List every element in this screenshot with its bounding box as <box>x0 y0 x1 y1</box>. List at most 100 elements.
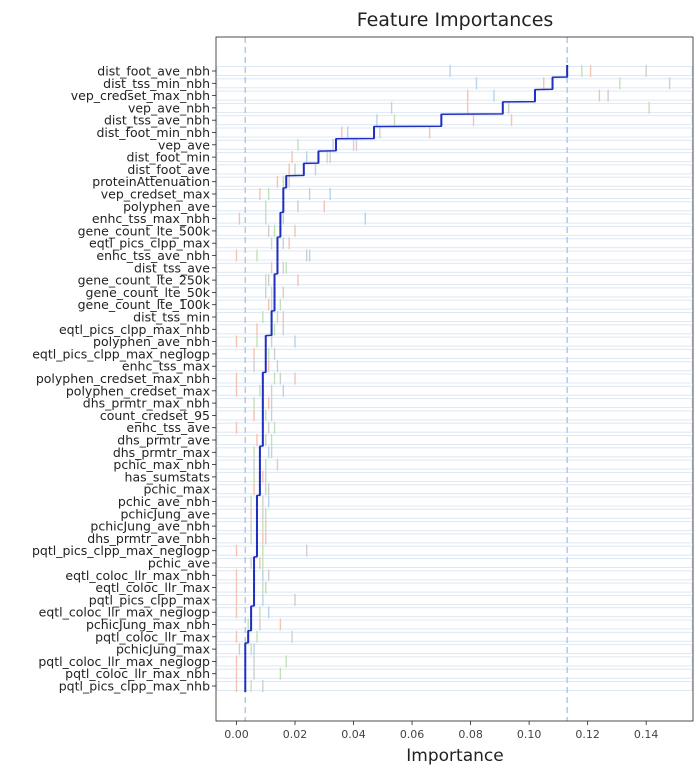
row-band <box>216 385 693 396</box>
y-tick-label: dist_foot_ave_nbh <box>97 64 210 79</box>
y-tick-label: dhs_prmtr_max_nbh <box>83 396 210 411</box>
plot-frame <box>215 36 694 722</box>
row-band <box>216 681 693 691</box>
y-tick-label: dist_tss_min <box>133 310 210 325</box>
row-band <box>216 459 693 470</box>
y-tick-label: dist_foot_min <box>127 150 211 165</box>
chart-title: Feature Importances <box>357 9 554 31</box>
y-tick-label: polyphen_ave_nbh <box>93 334 210 349</box>
y-tick-label: count_credset_95 <box>100 408 210 423</box>
row-band <box>216 398 693 409</box>
row-band <box>216 545 693 556</box>
row-band <box>216 410 693 421</box>
y-tick-label: enhc_tss_max_nbh <box>92 211 210 226</box>
y-tick-label: polyphen_credset_max_nbh <box>36 371 210 386</box>
x-tick-label: 0.10 <box>517 728 542 741</box>
y-tick-label: gene_count_lte_500k <box>78 223 211 238</box>
row-band <box>216 66 693 76</box>
y-tick-label: dhs_prmtr_ave_nbh <box>87 531 210 546</box>
row-band <box>216 447 693 458</box>
y-tick-label: dist_tss_ave_nbh <box>104 113 210 128</box>
row-band <box>216 631 693 642</box>
y-tick-label: dhs_prmtr_ave <box>117 433 210 448</box>
row-band <box>216 496 693 507</box>
row-band <box>216 238 693 249</box>
y-tick-label: eqtl_pics_clpp_max <box>89 236 210 251</box>
row-band <box>216 373 693 384</box>
x-tick-label: 0.14 <box>634 728 659 741</box>
row-band <box>216 484 693 495</box>
y-tick-label: eqtl_coloc_llr_max <box>95 580 210 595</box>
row-band <box>216 521 693 532</box>
row-band <box>216 213 693 224</box>
y-tick-label: enhc_tss_max <box>122 359 210 374</box>
x-axis-label: Importance <box>406 746 503 766</box>
row-band <box>216 78 693 89</box>
row-band <box>216 644 693 655</box>
row-band <box>216 164 693 175</box>
y-tick-label: gene_count_lte_100k <box>78 297 211 312</box>
y-tick-label: eqtl_coloc_llr_max_neglogp <box>39 605 210 620</box>
x-axis-ticks: 0.00 0.02 0.04 0.06 0.08 0.10 0.12 0.14 <box>224 721 658 741</box>
y-tick-label: pchic_max_nbh <box>113 457 210 472</box>
y-tick-label: gene_count_lte_50k <box>86 285 211 300</box>
reference-lines <box>244 37 568 721</box>
x-tick-label: 0.12 <box>575 728 600 741</box>
x-tick-label: 0.00 <box>224 728 249 741</box>
row-band <box>216 201 693 212</box>
y-tick-label: vep_ave <box>158 137 210 152</box>
row-band <box>216 102 693 113</box>
row-band <box>216 348 693 359</box>
y-tick-label: enhc_tss_ave_nbh <box>96 248 210 263</box>
y-tick-label: eqtl_coloc_llr_max_nbh <box>65 568 210 583</box>
row-band <box>216 312 693 322</box>
row-band <box>216 668 693 679</box>
y-tick-label: pqtl_pics_clpp_max <box>89 592 210 607</box>
y-tick-label: polyphen_credset_max <box>66 383 210 398</box>
y-tick-label: pqtl_coloc_llr_max_neglogp <box>38 654 210 669</box>
y-tick-label: eqtl_pics_clpp_max_nhb <box>59 322 210 337</box>
y-tick-label: vep_credset_max <box>101 187 210 202</box>
y-tick-label: pchicJung_ave <box>120 506 210 521</box>
y-tick-label: dist_foot_min_nbh <box>96 125 210 140</box>
row-band <box>216 422 693 433</box>
row-band <box>216 607 693 618</box>
y-tick-label: dist_tss_min_nbh <box>103 76 210 91</box>
row-band <box>216 361 693 372</box>
row-band <box>216 435 693 445</box>
x-tick-label: 0.08 <box>458 728 483 741</box>
row-band <box>216 582 693 593</box>
y-tick-label: enhc_tss_ave <box>126 420 210 435</box>
row-band <box>216 139 693 150</box>
row-band <box>216 189 693 199</box>
y-tick-label: pchic_ave_nbh <box>118 494 210 509</box>
row-band <box>216 656 693 667</box>
row-band <box>216 619 693 630</box>
y-tick-label: dist_foot_ave <box>127 162 210 177</box>
row-band <box>216 225 693 236</box>
y-tick-label: vep_credset_max_nbh <box>71 88 210 103</box>
y-tick-label: pchicJung_max <box>116 642 210 657</box>
row-band <box>216 287 693 298</box>
row-band <box>216 152 693 163</box>
y-tick-label: pchic_max <box>143 482 210 497</box>
row-band <box>216 275 693 286</box>
row-band <box>216 127 693 138</box>
y-tick-label: proteinAttenuation <box>92 174 210 189</box>
y-tick-label: gene_count_lte_250k <box>78 273 211 288</box>
row-band <box>216 594 693 605</box>
y-tick-label: dhs_prmtr_max <box>113 445 210 460</box>
row-band <box>216 90 693 101</box>
row-band <box>216 471 693 482</box>
y-tick-label: pqtl_pics_clpp_max_neglogp <box>32 543 210 558</box>
x-tick-label: 0.04 <box>341 728 366 741</box>
row-band <box>216 176 693 187</box>
row-band <box>216 508 693 519</box>
row-bands <box>216 66 693 691</box>
row-band <box>216 115 693 126</box>
y-tick-label: pchicJung_ave_nbh <box>90 519 210 534</box>
replicate-marks <box>235 65 671 692</box>
row-band <box>216 250 693 261</box>
y-tick-label: has_sumstats <box>125 469 210 484</box>
